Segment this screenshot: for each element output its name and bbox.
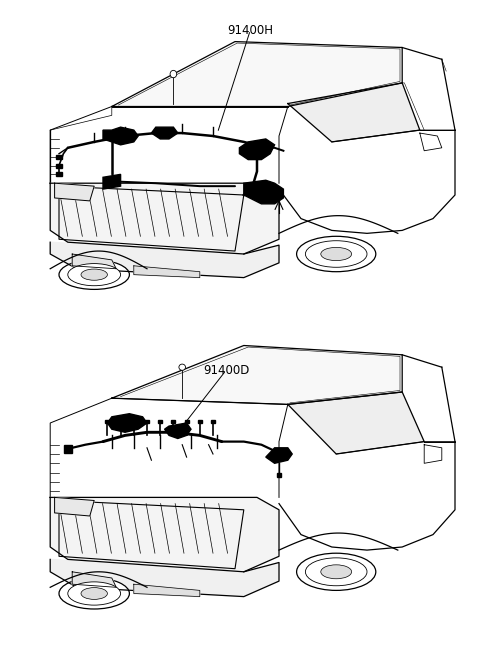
- Polygon shape: [55, 183, 94, 201]
- Ellipse shape: [305, 241, 367, 267]
- Polygon shape: [103, 174, 120, 189]
- Ellipse shape: [68, 582, 120, 605]
- Polygon shape: [108, 414, 147, 432]
- Polygon shape: [55, 497, 94, 516]
- Polygon shape: [145, 420, 149, 423]
- Polygon shape: [106, 420, 109, 423]
- Polygon shape: [119, 420, 122, 423]
- Ellipse shape: [321, 565, 351, 579]
- Ellipse shape: [170, 70, 177, 78]
- Ellipse shape: [59, 578, 130, 609]
- Polygon shape: [244, 180, 283, 204]
- Polygon shape: [165, 423, 191, 438]
- Ellipse shape: [68, 264, 120, 286]
- Ellipse shape: [321, 247, 351, 260]
- Polygon shape: [64, 445, 72, 453]
- Polygon shape: [56, 155, 62, 159]
- Polygon shape: [50, 183, 279, 254]
- Polygon shape: [288, 83, 420, 142]
- Polygon shape: [424, 445, 442, 463]
- Polygon shape: [103, 127, 138, 145]
- Polygon shape: [50, 560, 279, 596]
- Polygon shape: [420, 133, 442, 151]
- Ellipse shape: [59, 260, 130, 289]
- Polygon shape: [50, 497, 279, 572]
- Polygon shape: [151, 127, 178, 139]
- Ellipse shape: [81, 269, 108, 280]
- Polygon shape: [56, 163, 62, 167]
- Polygon shape: [198, 420, 202, 423]
- Polygon shape: [211, 420, 215, 423]
- Polygon shape: [240, 139, 275, 159]
- Ellipse shape: [179, 364, 185, 370]
- Polygon shape: [158, 420, 162, 423]
- Polygon shape: [132, 420, 136, 423]
- Polygon shape: [277, 472, 281, 477]
- Polygon shape: [72, 254, 116, 269]
- Polygon shape: [134, 584, 200, 596]
- Ellipse shape: [297, 553, 376, 590]
- Polygon shape: [56, 173, 62, 176]
- Polygon shape: [72, 572, 116, 587]
- Polygon shape: [171, 420, 175, 423]
- Polygon shape: [112, 41, 402, 106]
- Ellipse shape: [297, 236, 376, 272]
- Polygon shape: [112, 346, 402, 404]
- Polygon shape: [288, 392, 424, 454]
- Polygon shape: [185, 420, 189, 423]
- Polygon shape: [266, 448, 292, 463]
- Polygon shape: [134, 266, 200, 277]
- Ellipse shape: [305, 558, 367, 586]
- Ellipse shape: [81, 588, 108, 600]
- Polygon shape: [50, 242, 279, 277]
- Text: 91400D: 91400D: [203, 364, 250, 377]
- Text: 91400H: 91400H: [228, 24, 274, 37]
